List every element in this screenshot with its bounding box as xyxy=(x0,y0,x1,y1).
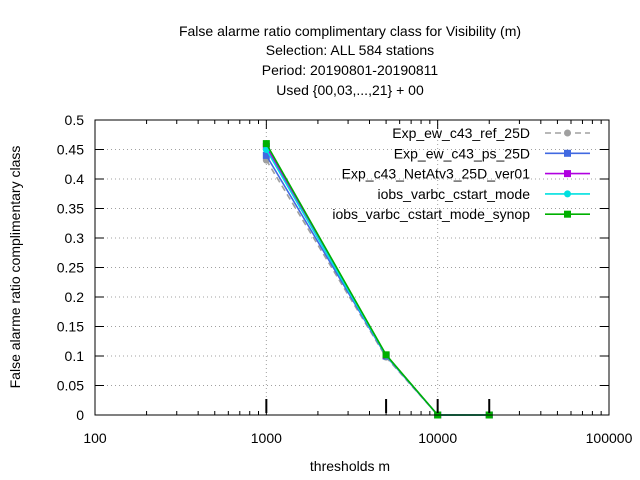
plot-frame xyxy=(94,119,610,416)
series-2 xyxy=(262,143,493,419)
y-tick-label: 0 xyxy=(76,407,84,423)
y-tick-label: 0.4 xyxy=(65,171,85,187)
legend-label: iobs_varbc_cstart_mode xyxy=(377,186,530,202)
legend-marker xyxy=(564,210,571,218)
x-tick-label: 100000 xyxy=(586,430,633,446)
y-tick-label: 0.3 xyxy=(65,230,85,246)
x-tick-labels: 100 1000 10000 100000 xyxy=(83,430,632,446)
y-tick-label: 0.45 xyxy=(57,142,84,158)
title-line-1: False alarme ratio complimentary class f… xyxy=(179,23,521,39)
series-4 xyxy=(262,140,493,419)
title-line-3: Period: 20190801-20190811 xyxy=(262,62,439,78)
legend-label: Exp_c43_NetAtv3_25D_ver01 xyxy=(342,166,531,182)
chart-title: False alarme ratio complimentary class f… xyxy=(179,23,521,98)
grid xyxy=(95,120,609,415)
legend-marker xyxy=(564,190,571,198)
x-tick-label: 1000 xyxy=(251,430,282,446)
legend-label: iobs_varbc_cstart_mode_synop xyxy=(332,206,530,222)
x-axis-label: thresholds m xyxy=(310,458,390,474)
y-tick-label: 0.05 xyxy=(57,378,84,394)
legend-marker xyxy=(564,149,571,157)
x-tick-label: 100 xyxy=(83,430,107,446)
y-tick-labels: 0 0.05 0.1 0.15 0.2 0.25 0.3 0.35 0.4 0.45 0.5 xyxy=(57,112,84,423)
legend-marker xyxy=(564,170,571,178)
x-tick-label: 10000 xyxy=(418,430,457,446)
data-point xyxy=(262,151,270,159)
y-axis-label: False alarme ratio complimentary class xyxy=(7,146,23,389)
legend-item: iobs_varbc_cstart_mode_synop xyxy=(332,206,590,222)
y-tick-label: 0.2 xyxy=(65,289,85,305)
y-tick-label: 0.25 xyxy=(57,260,84,276)
y-tick-label: 0.5 xyxy=(65,112,85,128)
legend-label: Exp_ew_c43_ref_25D xyxy=(392,125,530,141)
legend-label: Exp_ew_c43_ps_25D xyxy=(394,145,530,161)
y-tick-label: 0.1 xyxy=(65,348,85,364)
y-tick-label: 0.15 xyxy=(57,319,84,335)
axis-ticks xyxy=(94,119,610,416)
data-point xyxy=(262,140,270,148)
title-line-2: Selection: ALL 584 stations xyxy=(266,42,434,58)
legend-item: Exp_ew_c43_ref_25D xyxy=(392,125,590,141)
legend-item: Exp_c43_NetAtv3_25D_ver01 xyxy=(342,166,590,182)
threshold-markers xyxy=(265,399,491,413)
legend-marker xyxy=(564,129,571,137)
legend: Exp_ew_c43_ref_25D Exp_ew_c43_ps_25D Exp_c… xyxy=(332,125,590,222)
data-point xyxy=(382,351,390,359)
title-line-4: Used {00,03,...,21} + 00 xyxy=(276,82,424,98)
y-tick-label: 0.35 xyxy=(57,201,84,217)
series-lines xyxy=(262,140,493,419)
series-line xyxy=(265,143,490,416)
legend-item: iobs_varbc_cstart_mode xyxy=(377,186,590,202)
legend-item: Exp_ew_c43_ps_25D xyxy=(394,145,590,161)
